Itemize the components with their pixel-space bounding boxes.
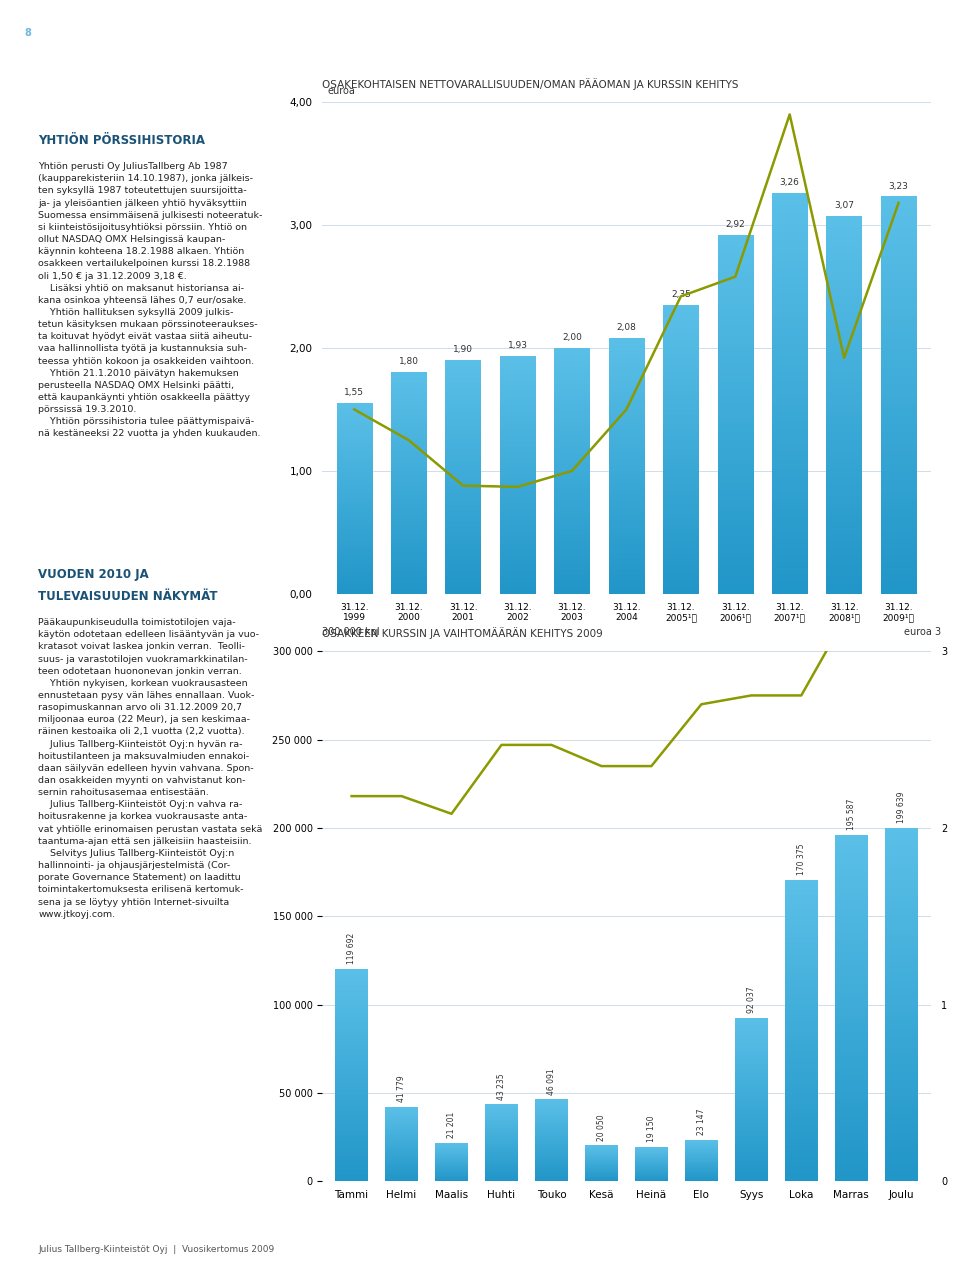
Text: OSAKEKOHTAISEN NETTOVARALLISUUDEN/OMAN PÄÄOMAN JA KURSSIN KEHITYS: OSAKEKOHTAISEN NETTOVARALLISUUDEN/OMAN P…	[322, 78, 738, 91]
Text: 20 050: 20 050	[597, 1114, 606, 1140]
Text: 3,26: 3,26	[780, 178, 800, 186]
Text: YHTIÖN PÖRSSIHISTORIA: YHTIÖN PÖRSSIHISTORIA	[38, 134, 205, 147]
Text: 300 000 kpl: 300 000 kpl	[322, 627, 379, 637]
Legend: Osakekohtainen nettovarallisuus/oma pääoma, Kurssin kehitys, ¹⧉IFRS:n mukainen o: Osakekohtainen nettovarallisuus/oma pääo…	[325, 677, 782, 692]
Text: Julius Tallberg-Kiinteistöt Oyj  |  Vuosikertomus 2009: Julius Tallberg-Kiinteistöt Oyj | Vuosik…	[38, 1245, 275, 1254]
Text: Pääkaupunkiseudulla toimistotilojen vaja-
käytön odotetaan edelleen lisääntyvän : Pääkaupunkiseudulla toimistotilojen vaja…	[38, 618, 263, 918]
Text: 23 147: 23 147	[697, 1108, 706, 1135]
Text: 3,23: 3,23	[889, 181, 908, 190]
Text: 3,07: 3,07	[834, 202, 854, 211]
Text: VUODEN 2010 JA: VUODEN 2010 JA	[38, 568, 149, 581]
Text: 21 201: 21 201	[447, 1112, 456, 1139]
Text: 119 692: 119 692	[348, 933, 356, 964]
Text: 1,80: 1,80	[398, 358, 419, 366]
Text: 195 587: 195 587	[847, 799, 855, 830]
Text: 2,08: 2,08	[616, 323, 636, 332]
Text: OSAKKEEN KURSSIN JA VAIHTOMÄÄRÄN KEHITYS 2009: OSAKKEEN KURSSIN JA VAIHTOMÄÄRÄN KEHITYS…	[322, 627, 602, 640]
Text: 2,35: 2,35	[671, 290, 691, 299]
Text: 2,00: 2,00	[562, 333, 582, 342]
Text: TULEVAISUUDEN NÄKYMÄT: TULEVAISUUDEN NÄKYMÄT	[38, 590, 218, 603]
Text: 43 235: 43 235	[497, 1073, 506, 1099]
Text: HALLITUKSEN TOIMINTAKERTOMUS: HALLITUKSEN TOIMINTAKERTOMUS	[50, 24, 406, 42]
Text: euroa: euroa	[327, 86, 355, 96]
Text: 1,90: 1,90	[453, 345, 473, 354]
Text: 1,55: 1,55	[345, 388, 364, 397]
Bar	[17, 11, 38, 55]
Text: Yhtiön perusti Oy JuliusTallberg Ab 1987
(kaupparekisteriin 14.10.1987), jonka j: Yhtiön perusti Oy JuliusTallberg Ab 1987…	[38, 162, 263, 438]
Text: 41 779: 41 779	[397, 1075, 406, 1102]
Text: 8: 8	[24, 28, 32, 38]
Text: euroa 3: euroa 3	[904, 627, 941, 637]
Text: 199 639: 199 639	[897, 792, 905, 824]
Text: 1,93: 1,93	[508, 341, 528, 350]
Text: 92 037: 92 037	[747, 987, 756, 1014]
Text: 19 150: 19 150	[647, 1116, 656, 1142]
Text: 46 091: 46 091	[547, 1068, 556, 1094]
Text: 170 375: 170 375	[797, 843, 805, 875]
Text: 2,92: 2,92	[726, 220, 745, 229]
